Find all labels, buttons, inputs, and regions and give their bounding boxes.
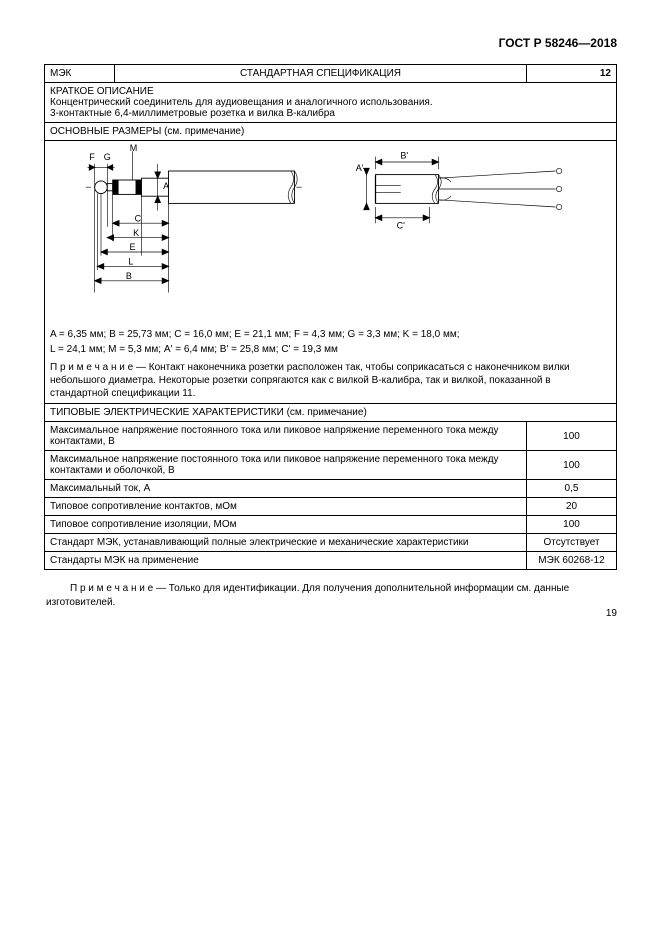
- doc-code: ГОСТ Р 58246—2018: [44, 36, 617, 50]
- table-row: Максимальное напряжение постоянного тока…: [45, 422, 617, 451]
- brief-line1: Концентрический соединитель для аудиовещ…: [50, 97, 611, 108]
- dim-M-label: M: [130, 144, 138, 153]
- elec-value: 100: [527, 422, 617, 451]
- elec-title: ТИПОВЫЕ ЭЛЕКТРИЧЕСКИЕ ХАРАКТЕРИСТИКИ (см…: [45, 404, 617, 422]
- dim-K: K: [107, 228, 168, 241]
- dim-C2-label: C': [397, 221, 405, 231]
- elec-value: 100: [527, 516, 617, 534]
- elec-label: Типовое сопротивление изоляции, МОм: [45, 516, 527, 534]
- dim-B-label: B: [126, 271, 132, 281]
- dim-K-label: K: [133, 228, 139, 238]
- dim-B2-label: B': [400, 150, 408, 160]
- hdr-iec: МЭК: [45, 65, 115, 83]
- table-row: Стандарт МЭК, устанавливающий полные эле…: [45, 534, 617, 552]
- elec-label: Максимальное напряжение постоянного тока…: [45, 422, 527, 451]
- elec-label: Стандарты МЭК на применение: [45, 552, 527, 570]
- dim-F-label: F: [89, 152, 95, 162]
- table-row: Максимальное напряжение постоянного тока…: [45, 451, 617, 480]
- page: ГОСТ Р 58246—2018 МЭК СТАНДАРТНАЯ СПЕЦИФ…: [0, 0, 661, 639]
- socket-diagram: A' B' C': [356, 150, 562, 230]
- table-header-row: МЭК СТАНДАРТНАЯ СПЕЦИФИКАЦИЯ 12: [45, 65, 617, 83]
- brief-title: КРАТКОЕ ОПИСАНИЕ: [50, 86, 611, 97]
- table-row: Типовое сопротивление контактов, мОм 20: [45, 498, 617, 516]
- hdr-number: 12: [527, 65, 617, 83]
- elec-value: 100: [527, 451, 617, 480]
- page-footnote: П р и м е ч а н и е — Только для идентиф…: [44, 570, 617, 609]
- dim-G-label: G: [104, 152, 111, 162]
- dim-A2-label: A': [356, 163, 364, 173]
- elec-value: 0,5: [527, 480, 617, 498]
- table-row: Типовое сопротивление изоляции, МОм 100: [45, 516, 617, 534]
- dim-C: C: [113, 213, 169, 226]
- dim-B: B: [95, 271, 169, 284]
- elec-value: Отсутствует: [527, 534, 617, 552]
- dims-values-2: L = 24,1 мм; M = 5,3 мм; A' = 6,4 мм; B'…: [50, 344, 611, 355]
- dim-C-label: C: [135, 213, 142, 223]
- dims-note: П р и м е ч а н и е — Контакт наконечник…: [50, 361, 611, 400]
- dims-title: ОСНОВНЫЕ РАЗМЕРЫ (см. примечание): [45, 123, 617, 141]
- dims-diagram-cell: A M F G: [45, 141, 617, 404]
- table-row: Стандарты МЭК на применение МЭК 60268-12: [45, 552, 617, 570]
- elec-label: Максимальное напряжение постоянного тока…: [45, 451, 527, 480]
- page-number: 19: [606, 608, 617, 619]
- brief-line2: 3-контактные 6,4-миллиметровые розетка и…: [50, 108, 611, 119]
- elec-label: Типовое сопротивление контактов, мОм: [45, 498, 527, 516]
- elec-value: МЭК 60268-12: [527, 552, 617, 570]
- spec-table: МЭК СТАНДАРТНАЯ СПЕЦИФИКАЦИЯ 12 КРАТКОЕ …: [44, 64, 617, 570]
- connector-diagram-icon: A M F G: [50, 144, 611, 324]
- elec-label: Стандарт МЭК, устанавливающий полные эле…: [45, 534, 527, 552]
- brief-cell: КРАТКОЕ ОПИСАНИЕ Концентрический соедини…: [45, 83, 617, 123]
- dims-values-1: A = 6,35 мм; B = 25,73 мм; C = 16,0 мм; …: [50, 329, 611, 340]
- hdr-title: СТАНДАРТНАЯ СПЕЦИФИКАЦИЯ: [115, 65, 527, 83]
- dim-L-label: L: [128, 257, 133, 267]
- elec-value: 20: [527, 498, 617, 516]
- dim-A-label: A: [163, 181, 169, 191]
- elec-label: Максимальный ток, А: [45, 480, 527, 498]
- table-row: Максимальный ток, А 0,5: [45, 480, 617, 498]
- dim-E-label: E: [129, 242, 135, 252]
